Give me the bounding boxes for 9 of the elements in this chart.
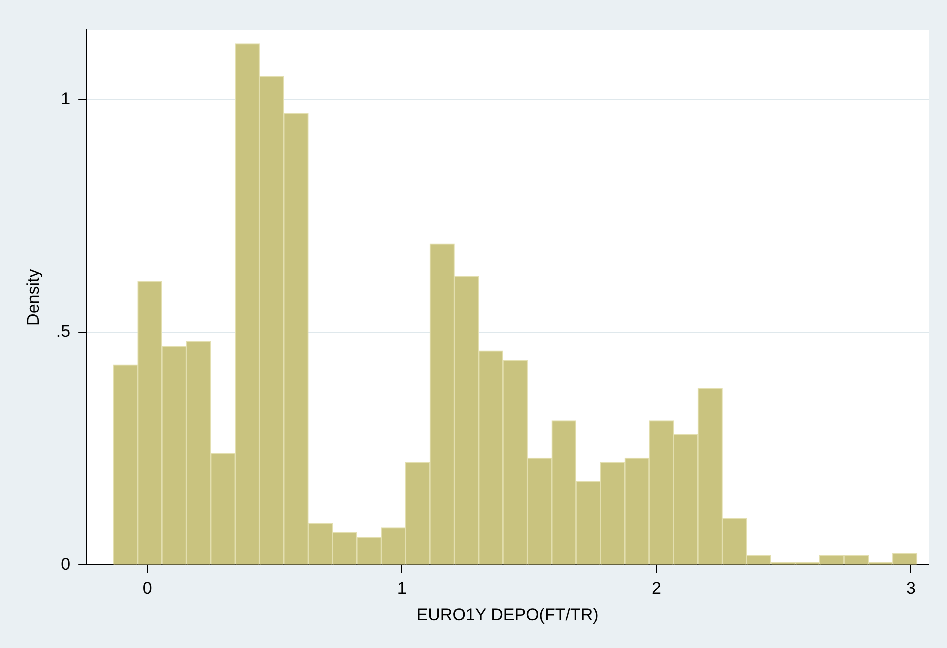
x-axis-title: EURO1Y DEPO(FT/TR) bbox=[416, 605, 599, 624]
y-axis-title: Density bbox=[24, 268, 43, 326]
x-tick-label: 2 bbox=[652, 579, 662, 598]
x-tick-label: 0 bbox=[142, 579, 152, 598]
x-tick-label: 1 bbox=[397, 579, 407, 598]
y-tick-label: 0 bbox=[61, 554, 71, 574]
y-tick-label: 1 bbox=[61, 89, 71, 108]
x-tick-label: 3 bbox=[906, 579, 916, 598]
y-tick-label: .5 bbox=[56, 322, 71, 342]
